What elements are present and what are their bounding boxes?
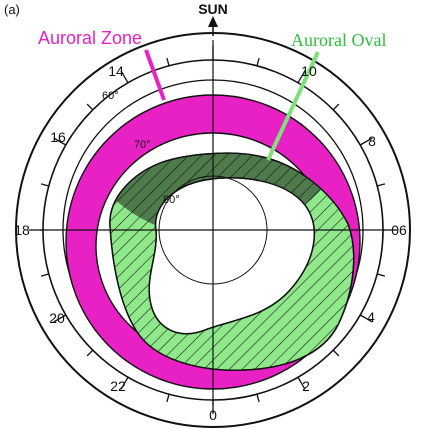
dial-tick (332, 103, 340, 111)
dial-tick (256, 57, 260, 66)
dial-tick (359, 137, 373, 146)
dial-tick (166, 57, 170, 66)
hour-label-2: 2 (302, 378, 310, 394)
dial-tick (297, 70, 306, 84)
hour-label-0: 0 (209, 407, 217, 423)
dial-tick (40, 273, 49, 277)
dial-tick (40, 183, 49, 187)
dial-tick (53, 137, 67, 146)
hour-label-18: 18 (14, 222, 30, 238)
hour-label-4: 4 (367, 309, 375, 325)
latitude-label-80: 80° (163, 194, 180, 206)
dial-tick (359, 314, 373, 323)
hour-label-22: 22 (110, 378, 126, 394)
auroral-oval-leader (266, 51, 320, 161)
auroral-oval-band (109, 152, 355, 371)
latitude-label-60: 60° (102, 90, 119, 102)
dial-tick (377, 273, 386, 277)
sun-arrow (208, 16, 218, 36)
dial-tick (86, 349, 94, 357)
dial-tick (120, 70, 129, 84)
hour-label-16: 16 (50, 129, 66, 145)
dial-tick (53, 314, 67, 323)
dial-tick (166, 394, 170, 403)
latitude-label-70: 70° (134, 139, 151, 151)
dial-tick (120, 376, 129, 390)
hour-label-06: 06 (391, 222, 407, 238)
hour-label-10: 10 (301, 63, 317, 79)
auroral-oval-label: Auroral Oval (291, 30, 386, 50)
dial-tick (297, 376, 306, 390)
hour-label-14: 14 (108, 63, 124, 79)
auroral-zone-leader (144, 49, 166, 101)
sun-label: SUN (198, 1, 228, 17)
hour-label-8: 8 (368, 133, 376, 149)
dial-tick (332, 349, 340, 357)
dial-tick (256, 394, 260, 403)
hour-label-20: 20 (49, 310, 65, 326)
dial-tick (86, 103, 94, 111)
dial-tick (377, 183, 386, 187)
dial-ticks (29, 46, 397, 414)
panel-label: (a) (4, 2, 20, 17)
auroral-zone-label: Auroral Zone (38, 28, 142, 48)
